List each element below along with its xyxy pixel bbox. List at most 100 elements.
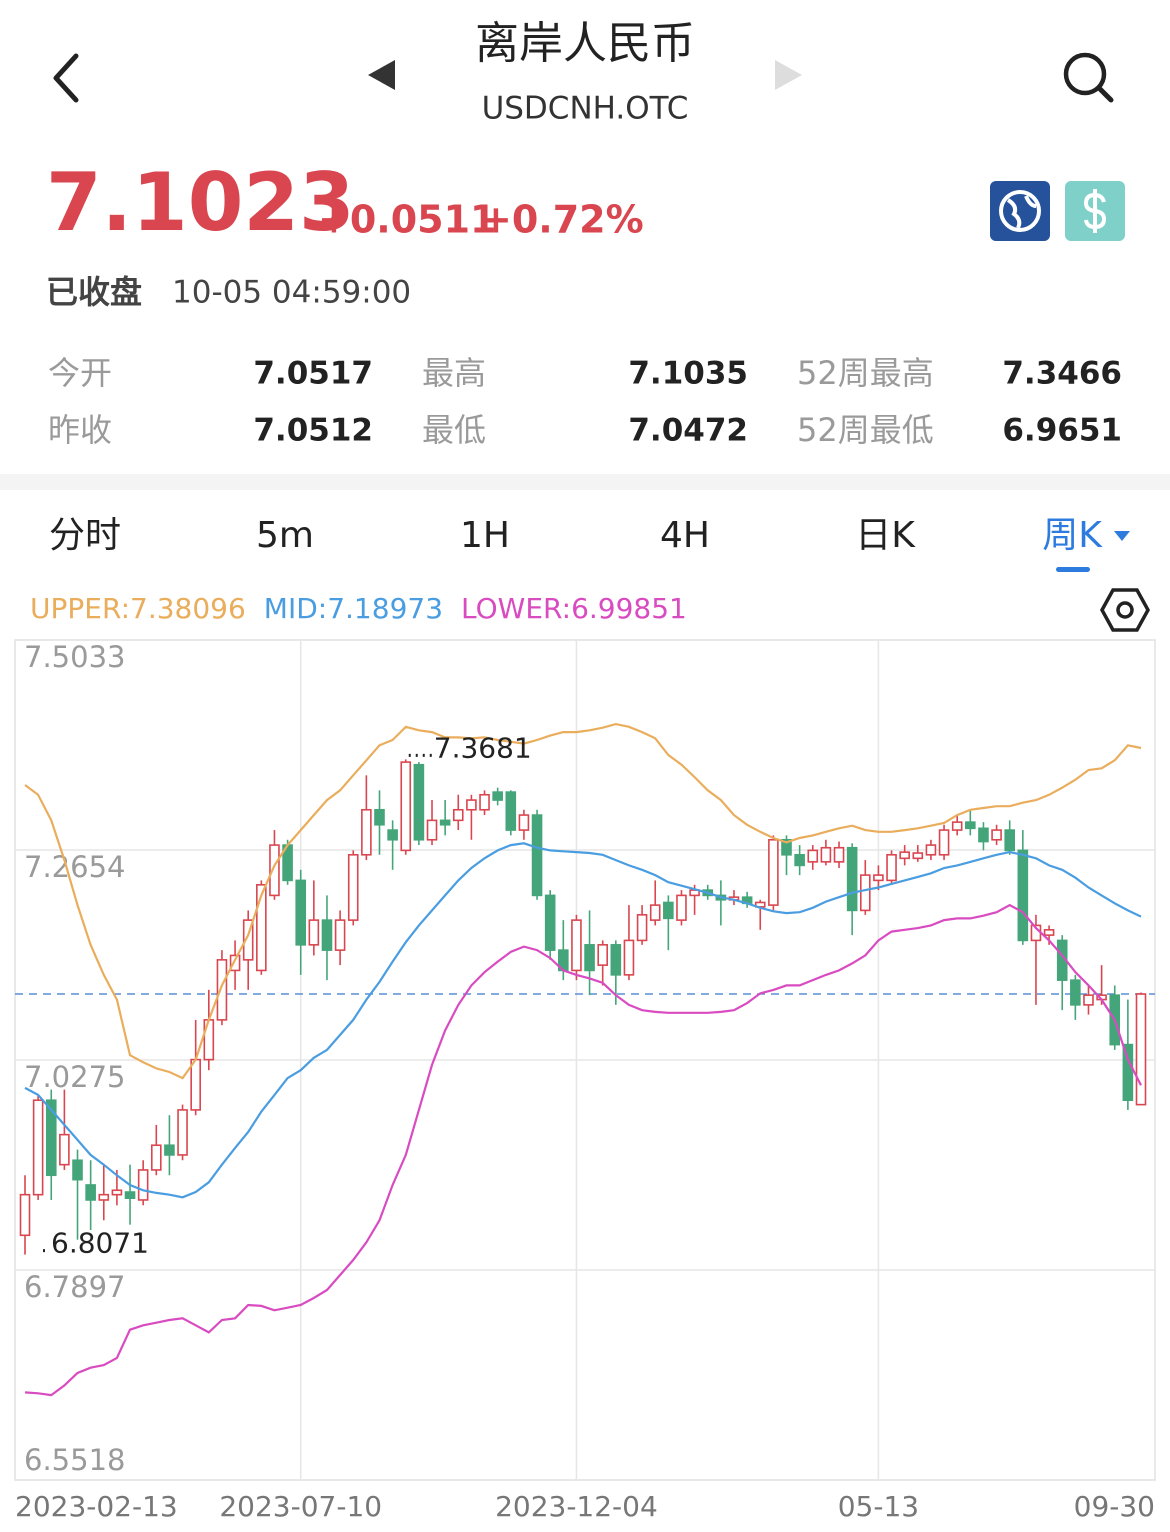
candle-body	[45, 1099, 57, 1177]
candle-body	[1135, 993, 1147, 1106]
candle-body	[124, 1191, 136, 1200]
code: USDCNH.OTC	[482, 91, 689, 127]
candle-body	[347, 853, 359, 921]
candle-body	[59, 1133, 70, 1166]
tab[interactable]: 周K	[1042, 515, 1103, 556]
candle-body	[938, 829, 950, 856]
candle-body	[137, 1169, 149, 1201]
candle-body	[912, 852, 924, 860]
candle-body	[1043, 929, 1055, 936]
candle-body	[505, 791, 517, 831]
candle-body	[308, 919, 320, 946]
back-button[interactable]	[53, 53, 79, 103]
candle-body	[269, 844, 280, 897]
legend-entry: LOWER:6.99851	[461, 592, 687, 625]
candle-body	[321, 919, 333, 951]
candle-body	[886, 853, 897, 882]
title: 离岸人民币	[475, 18, 695, 69]
tab[interactable]: 5m	[256, 515, 314, 556]
candle-body	[492, 791, 503, 801]
x-tick-label: 2023-07-10	[219, 1490, 382, 1523]
stat-label: 52周最低	[797, 411, 934, 449]
settings-button[interactable]	[1100, 588, 1150, 632]
stats: 今开 7.0517 最高 7.1035 52周最高 7.3466 昨收 7.0512 最低 7.0…	[48, 354, 1122, 449]
candle-body	[426, 819, 438, 841]
stat-value: 7.1035	[628, 356, 748, 392]
legend-name: MID	[264, 592, 318, 625]
y-tick-label: 6.5518	[24, 1443, 125, 1477]
tab-dropdown	[1114, 531, 1130, 541]
candle-body	[111, 1189, 123, 1196]
stat-value: 7.0512	[253, 413, 373, 449]
stat-label: 今开	[48, 354, 112, 392]
candle-body	[387, 829, 398, 841]
candle-body	[610, 944, 622, 976]
candle-body	[98, 1193, 110, 1201]
candle-body	[1083, 994, 1094, 1006]
globe-icon[interactable]	[990, 181, 1050, 241]
legend-separator: :	[121, 592, 130, 625]
candle-body	[531, 814, 543, 897]
stat-label: 最低	[422, 411, 486, 449]
max-label: 7.3681	[434, 731, 532, 764]
candle-body	[676, 894, 687, 921]
legend-entry: MID:7.18973	[264, 592, 443, 625]
candle-body	[72, 1159, 83, 1181]
candle-body	[190, 1058, 201, 1111]
candle-body	[965, 821, 976, 830]
candle-body	[807, 849, 819, 863]
candle-body	[820, 846, 832, 863]
candle-body	[1070, 979, 1081, 1006]
candle-body	[479, 793, 490, 811]
next-button[interactable]	[775, 60, 802, 90]
y-tick-label: 7.0275	[24, 1060, 125, 1094]
candle-body	[978, 827, 989, 843]
candle-body	[164, 1144, 175, 1156]
stat-value: 7.3466	[1002, 356, 1122, 392]
candle-body	[216, 959, 228, 1021]
min-label: 6.8071	[51, 1227, 149, 1260]
prev-button[interactable]	[368, 60, 395, 90]
legend-value: 6.99851	[571, 592, 687, 625]
candle-body	[623, 939, 635, 976]
candle-body	[636, 914, 648, 942]
band-line	[24, 903, 1142, 1397]
stat-value: 6.9651	[1002, 413, 1122, 449]
candle-body	[85, 1184, 96, 1201]
status: 已收盘	[46, 273, 142, 311]
candle-body	[544, 894, 556, 951]
change: +0.0511	[318, 198, 496, 242]
price: 7.1023	[46, 156, 355, 249]
candle-body	[439, 819, 451, 826]
candle-body	[466, 799, 477, 811]
candle-body	[833, 846, 845, 863]
x-tick-label: 05-13	[838, 1490, 919, 1523]
y-tick-label: 7.5033	[24, 640, 125, 674]
tab[interactable]: 4H	[660, 515, 710, 556]
currency-icon[interactable]	[1065, 181, 1125, 241]
separator	[0, 474, 1170, 490]
stat-label: 最高	[422, 354, 486, 392]
candle-body	[781, 838, 792, 856]
tab[interactable]: 1H	[460, 515, 510, 556]
candle-body	[361, 808, 372, 856]
tab[interactable]: 分时	[49, 515, 121, 556]
x-tick-label: 2023-02-13	[15, 1490, 178, 1523]
candle-body	[19, 1193, 31, 1237]
legend-value: 7.18973	[327, 592, 443, 625]
candle-body	[334, 919, 346, 951]
legend-separator: :	[562, 592, 571, 625]
search-button[interactable]	[1063, 52, 1114, 103]
candle-body	[768, 838, 779, 906]
candle-body	[663, 901, 674, 920]
x-tick-label: 09-30	[1074, 1490, 1155, 1523]
tab[interactable]: 日K	[855, 515, 916, 556]
candle-body	[1017, 849, 1029, 942]
candle-body	[899, 851, 910, 860]
legend-separator: :	[318, 592, 327, 625]
candle-body	[150, 1144, 162, 1171]
candle-body	[991, 829, 1002, 841]
legend-entry: UPPER:7.38096	[30, 592, 246, 625]
candle-body	[203, 1019, 215, 1061]
